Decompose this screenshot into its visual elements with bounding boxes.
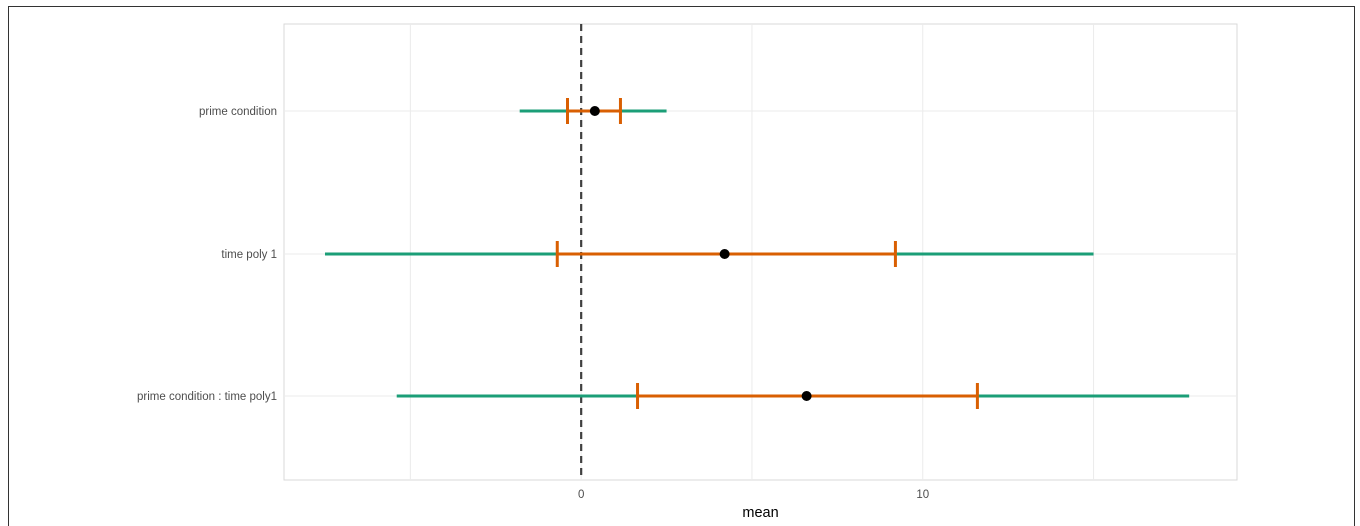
estimate-group [519, 98, 667, 124]
axis-labels: prime condition time poly 1 prime conditio… [137, 106, 929, 501]
y-tick-label: time poly 1 [221, 249, 277, 261]
x-axis-title: mean [742, 505, 778, 521]
mean-point [801, 391, 812, 401]
y-tick-label: prime condition [199, 106, 277, 118]
estimate-group [396, 383, 1190, 409]
x-tick-label: 10 [916, 489, 929, 501]
mean-point [589, 106, 600, 116]
estimate-group [324, 241, 1094, 267]
intervals [324, 98, 1190, 409]
figure-frame [8, 6, 1355, 526]
y-tick-label: prime condition : time poly1 [137, 391, 277, 403]
plot-panel [283, 23, 1238, 481]
mean-point [719, 249, 730, 259]
x-tick-label: 0 [578, 489, 584, 501]
